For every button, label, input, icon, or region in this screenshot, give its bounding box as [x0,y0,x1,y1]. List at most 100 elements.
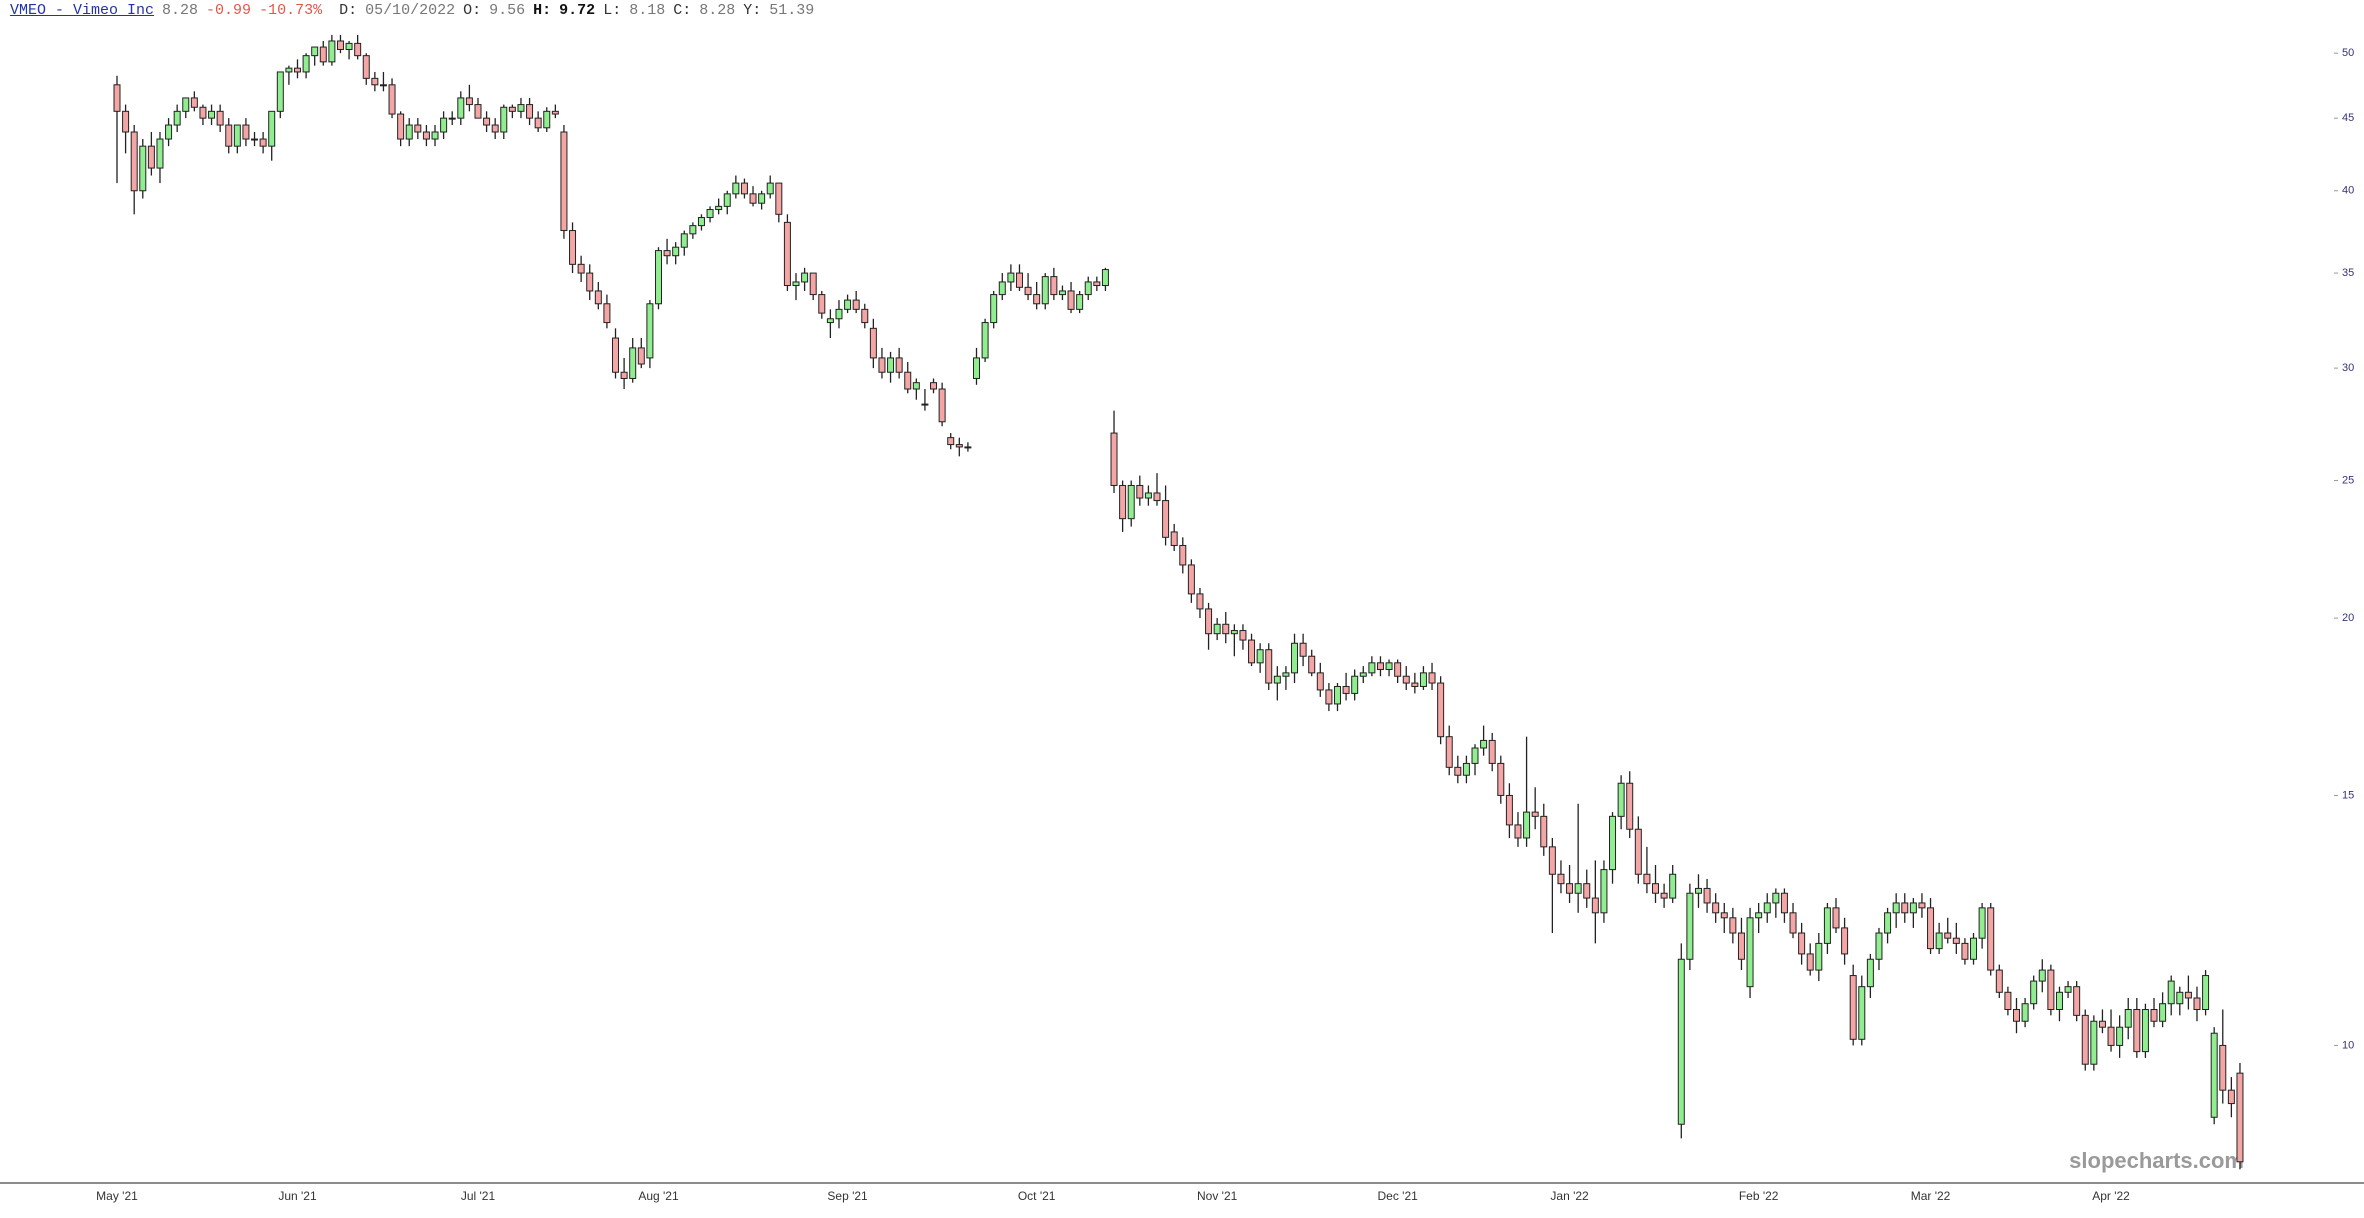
candle-body [1144,492,1152,499]
candle-body [2098,1020,2106,1028]
x-tick-label: Dec '21 [1377,1189,1418,1203]
y-tick-label: 45 [2342,112,2354,124]
candle-body [113,84,121,112]
candle-body [1677,958,1685,1125]
candle-body [1763,902,1771,914]
symbol-link[interactable]: VMEO - Vimeo Inc [10,2,155,19]
candle-body [379,84,387,87]
field-label: H: [533,2,552,19]
candle-body [1935,932,1943,950]
candle-body [1376,662,1384,670]
candle-body [1806,953,1814,971]
candle-body [1471,747,1479,764]
candle-body [1333,685,1341,705]
candle-body [2047,969,2055,1011]
x-tick-label: Jul '21 [461,1189,496,1203]
candle-body [1093,281,1101,287]
candle-body [1909,902,1917,914]
candle-body [1866,958,1874,988]
candle-body [1875,932,1883,960]
candle-body [130,131,138,192]
candle-body [1892,902,1900,914]
candle-body [276,71,284,112]
candle-body [1901,902,1909,914]
candle-body [1927,907,1935,950]
candle-body [844,299,852,310]
candle-body [1342,685,1350,694]
candle-body [1660,892,1668,899]
field-value: 8.18 [629,2,666,19]
candle-body [990,294,998,324]
candle-body [371,77,379,86]
candle-body [1643,873,1651,885]
candle-body [569,230,577,265]
candle-body [1101,269,1109,287]
candle-body [2124,1009,2132,1028]
candle-body [1523,811,1531,839]
candle-body [2159,1003,2167,1022]
candle-body [1849,975,1857,1040]
candle-body [1789,912,1797,934]
y-tick-label: 35 [2342,267,2354,279]
candle-body [1755,912,1763,919]
candle-body [749,193,757,204]
candle-body [775,182,783,215]
candle-body [1634,828,1642,875]
candle-body [947,437,955,446]
field-label: L: [603,2,622,19]
candle-body [2030,980,2038,1005]
watermark: slopecharts.com [2069,1148,2244,1173]
candle-body [895,357,903,373]
candle-body [354,42,362,57]
candle-body [938,388,946,423]
candle-body [225,124,233,147]
candle-body [1127,484,1135,520]
candle-body [1119,484,1127,520]
candle-body [2012,1009,2020,1022]
candle-body [2167,980,2175,1005]
candle-body [1798,932,1806,955]
x-tick-label: Oct '21 [1018,1189,1056,1203]
y-tick-label: 10 [2342,1039,2354,1051]
candle-body [1454,766,1462,776]
candle-body [1497,762,1505,796]
candle-body [1540,815,1548,848]
candle-body [1359,672,1367,677]
candle-body [2210,1032,2218,1118]
candle-body [1256,649,1264,664]
candle-body [500,106,508,133]
field-label: D: [339,2,358,19]
candle-body [2176,991,2184,1005]
candle-body [1437,682,1445,738]
x-tick-label: Feb '22 [1739,1189,1779,1203]
candle-body [285,67,293,73]
x-tick-label: Jan '22 [1550,1189,1589,1203]
candle-body [826,318,834,324]
field-label: Y: [743,2,762,19]
candle-body [706,209,714,219]
candle-body [766,182,774,195]
candle-body [981,322,989,359]
candle-body [1694,887,1702,894]
candle-body [1841,927,1849,955]
candle-body [1574,883,1582,894]
candle-body [457,97,465,119]
candle-body [1170,531,1178,546]
candle-body [517,104,525,112]
candle-body [1162,500,1170,538]
candle-body [431,131,439,140]
candle-body [930,382,938,390]
candle-body [242,124,250,140]
candle-body [182,97,190,112]
candle-body [861,308,869,324]
candle-body [1033,294,1041,305]
candle-body [1832,907,1840,929]
candle-body [1402,675,1410,684]
candle-body [345,42,353,50]
candle-body [1712,902,1720,914]
candle-body [1944,932,1952,939]
candle-body [2064,986,2072,993]
candle-body [620,371,628,379]
x-tick-label: May '21 [96,1189,138,1203]
